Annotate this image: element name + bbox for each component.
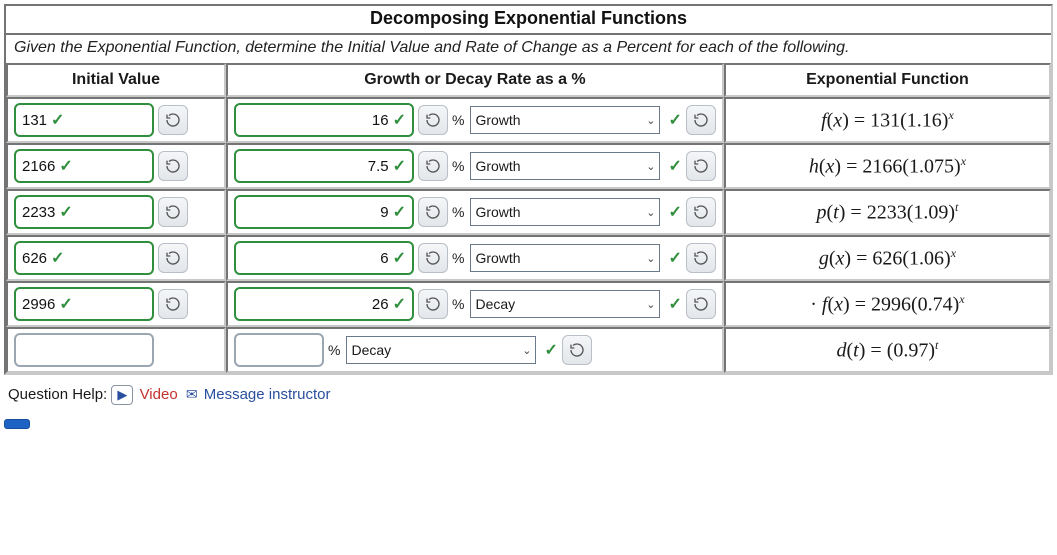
retry-icon[interactable] [418, 289, 448, 319]
percent-label: % [328, 342, 340, 358]
header-initial-value: Initial Value [6, 63, 226, 97]
table-row: % Decay⌄ ✓ d(t) = (0.97)t [6, 327, 1051, 373]
percent-label: % [452, 250, 464, 266]
retry-icon[interactable] [418, 197, 448, 227]
percent-label: % [452, 204, 464, 220]
percent-label: % [452, 112, 464, 128]
retry-icon[interactable] [686, 197, 716, 227]
mail-icon: ✉ [186, 386, 198, 402]
growth-decay-select[interactable]: Growth⌄ [470, 244, 660, 272]
chevron-down-icon: ⌄ [646, 114, 655, 127]
retry-icon[interactable] [686, 243, 716, 273]
check-icon: ✓ [668, 110, 681, 130]
exponential-function: · f(x) = 2996(0.74)x [732, 292, 1043, 317]
retry-icon[interactable] [158, 197, 188, 227]
retry-icon[interactable] [562, 335, 592, 365]
chevron-down-icon: ⌄ [646, 252, 655, 265]
growth-decay-select[interactable]: Growth⌄ [470, 152, 660, 180]
rate-input[interactable]: 26✓ [234, 287, 414, 321]
initial-value-input[interactable]: 131✓ [14, 103, 154, 137]
retry-icon[interactable] [158, 289, 188, 319]
header-rate: Growth or Decay Rate as a % [226, 63, 724, 97]
retry-icon[interactable] [158, 243, 188, 273]
question-instructions: Given the Exponential Function, determin… [6, 33, 1051, 63]
retry-icon[interactable] [158, 105, 188, 135]
check-icon: ✓ [393, 248, 406, 268]
retry-icon[interactable] [686, 105, 716, 135]
retry-icon[interactable] [686, 289, 716, 319]
submit-button[interactable] [4, 419, 30, 429]
check-icon: ✓ [668, 202, 681, 222]
table-row: 131✓ 16✓% Growth⌄ ✓ f(x) = 131(1.16)x [6, 97, 1051, 143]
initial-value-input[interactable]: 2166✓ [14, 149, 154, 183]
check-icon: ✓ [393, 110, 406, 130]
check-icon: ✓ [393, 202, 406, 222]
initial-value-input[interactable]: 2233✓ [14, 195, 154, 229]
growth-decay-select[interactable]: Decay⌄ [470, 290, 660, 318]
table-row: 2233✓ 9✓% Growth⌄ ✓ p(t) = 2233(1.09)t [6, 189, 1051, 235]
chevron-down-icon: ⌄ [646, 160, 655, 173]
check-icon: ✓ [668, 248, 681, 268]
table-row: 2996✓ 26✓% Decay⌄ ✓ · f(x) = 2996(0.74)x [6, 281, 1051, 327]
table-row: 2166✓ 7.5✓% Growth⌄ ✓ h(x) = 2166(1.075)x [6, 143, 1051, 189]
chevron-down-icon: ⌄ [646, 298, 655, 311]
header-function: Exponential Function [724, 63, 1051, 97]
retry-icon[interactable] [418, 243, 448, 273]
exponential-function: g(x) = 626(1.06)x [732, 246, 1043, 271]
check-icon: ✓ [51, 248, 64, 268]
retry-icon[interactable] [158, 151, 188, 181]
rate-input[interactable]: 9✓ [234, 195, 414, 229]
check-icon: ✓ [393, 156, 406, 176]
question-panel: Decomposing Exponential Functions Given … [4, 4, 1053, 375]
exponential-function: d(t) = (0.97)t [732, 338, 1043, 363]
question-help: Question Help: ▶ Video ✉ Message instruc… [4, 375, 1053, 413]
rate-input[interactable]: 16✓ [234, 103, 414, 137]
chevron-down-icon: ⌄ [646, 206, 655, 219]
initial-value-input[interactable]: 626✓ [14, 241, 154, 275]
exponential-function: h(x) = 2166(1.075)x [732, 154, 1043, 179]
growth-decay-select[interactable]: Growth⌄ [470, 198, 660, 226]
growth-decay-select[interactable]: Decay⌄ [346, 336, 536, 364]
help-label: Question Help: [8, 386, 107, 403]
rate-input[interactable] [234, 333, 324, 367]
retry-icon[interactable] [686, 151, 716, 181]
rate-input[interactable]: 6✓ [234, 241, 414, 275]
check-icon: ✓ [51, 110, 64, 130]
percent-label: % [452, 158, 464, 174]
check-icon: ✓ [393, 294, 406, 314]
retry-icon[interactable] [418, 151, 448, 181]
answer-table: Initial Value Growth or Decay Rate as a … [6, 63, 1051, 373]
exponential-function: p(t) = 2233(1.09)t [732, 200, 1043, 225]
check-icon: ✓ [668, 156, 681, 176]
check-icon: ✓ [59, 156, 72, 176]
video-link[interactable]: Video [140, 386, 178, 403]
rate-input[interactable]: 7.5✓ [234, 149, 414, 183]
initial-value-input[interactable] [14, 333, 154, 367]
chevron-down-icon: ⌄ [522, 344, 531, 357]
table-row: 626✓ 6✓% Growth⌄ ✓ g(x) = 626(1.06)x [6, 235, 1051, 281]
check-icon: ✓ [59, 294, 72, 314]
check-icon: ✓ [668, 294, 681, 314]
question-title: Decomposing Exponential Functions [6, 6, 1051, 33]
exponential-function: f(x) = 131(1.16)x [732, 108, 1043, 133]
check-icon: ✓ [59, 202, 72, 222]
retry-icon[interactable] [418, 105, 448, 135]
percent-label: % [452, 296, 464, 312]
video-icon: ▶ [111, 385, 133, 405]
check-icon: ✓ [544, 340, 557, 360]
message-instructor-link[interactable]: Message instructor [204, 386, 331, 403]
growth-decay-select[interactable]: Growth⌄ [470, 106, 660, 134]
initial-value-input[interactable]: 2996✓ [14, 287, 154, 321]
